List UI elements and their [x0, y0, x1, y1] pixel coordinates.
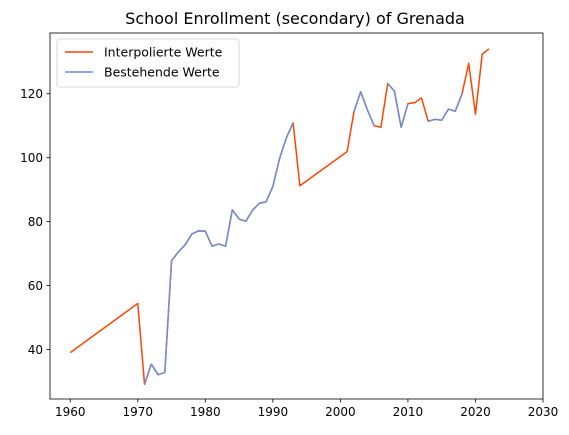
x-tick-label-1980: 1980	[190, 405, 221, 419]
series-line-2-segment-4	[427, 93, 463, 122]
y-tick-label-60: 60	[28, 279, 43, 293]
legend: Interpolierte Werte Bestehende Werte	[56, 38, 240, 88]
y-tick-label-80: 80	[28, 215, 43, 229]
legend-label-2: Bestehende Werte	[104, 65, 220, 80]
axes-frame	[49, 32, 544, 400]
x-tick-label-2030: 2030	[528, 405, 559, 419]
x-tick-label-2010: 2010	[393, 405, 424, 419]
y-tick-label-100: 100	[20, 151, 43, 165]
legend-box	[56, 38, 240, 88]
x-tick-label-1960: 1960	[55, 405, 86, 419]
x-axis: 1960 1970 1980 1990 2000 2010 2020 2030	[55, 399, 558, 419]
x-tick-label-2020: 2020	[460, 405, 491, 419]
x-tick-label-1970: 1970	[123, 405, 154, 419]
y-tick-label-40: 40	[28, 343, 43, 357]
x-tick-label-1990: 1990	[258, 405, 289, 419]
series-line-2-segment-1	[143, 122, 294, 385]
plot-area	[49, 32, 544, 400]
series-line-2-segment-3	[387, 83, 409, 129]
x-tick-label-2000: 2000	[325, 405, 356, 419]
y-axis: 40 60 80 100 120	[20, 87, 50, 357]
legend-label-1: Interpolierte Werte	[104, 45, 223, 60]
y-tick-label-120: 120	[20, 87, 43, 101]
chart-title: School Enrollment (secondary) of Grenada	[125, 9, 465, 28]
series-line-2-segment-2	[353, 91, 375, 126]
